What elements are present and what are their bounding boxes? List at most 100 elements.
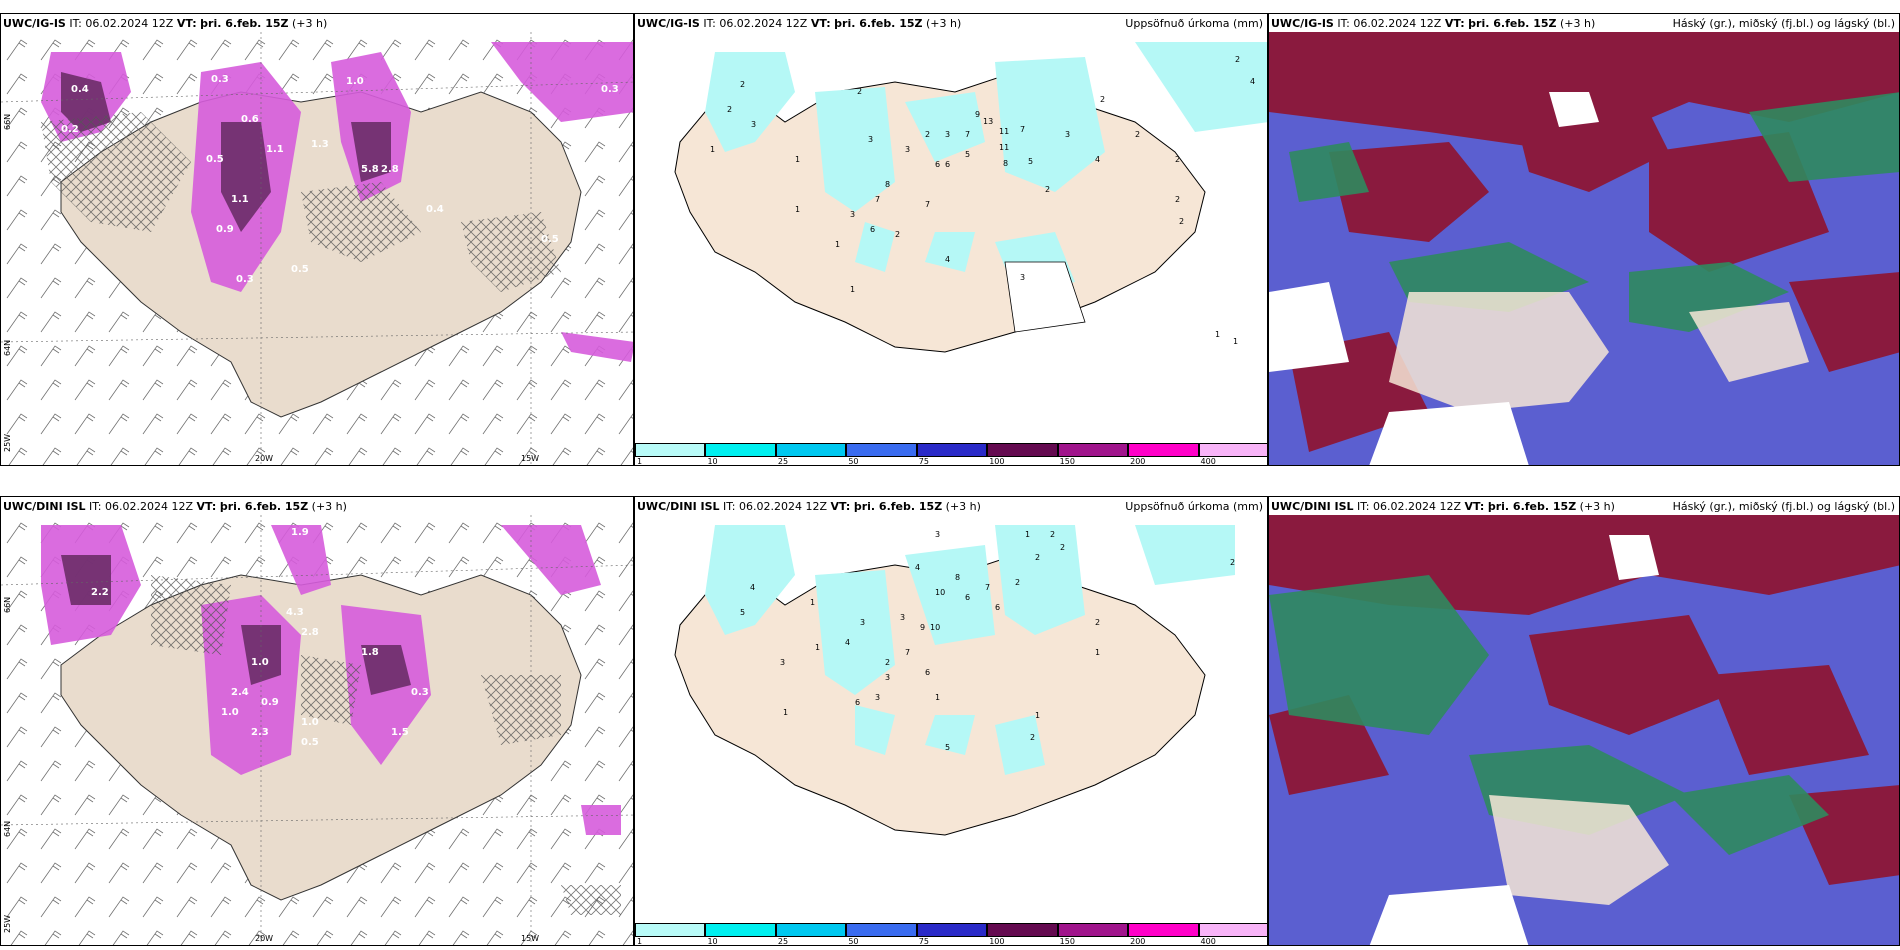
precip-label: 10 [935,588,945,597]
legend-swatch [1128,443,1199,457]
panel-header: UWC/IG-IS IT: 06.02.2024 12Z VT: þri. 6.… [637,17,962,30]
precip-label: 4 [915,563,920,572]
precip-label: 1 [1215,330,1220,339]
legend-label: 50 [848,937,859,946]
precip-label: 7 [905,648,910,657]
precip-label: 4 [750,583,755,592]
precip-label: 1 [850,285,855,294]
legend-label: 50 [848,457,859,466]
precip-label: 1 [783,708,788,717]
snow-label: 2.8 [301,627,319,638]
precip-label: 7 [875,195,880,204]
snow-label: 1.8 [361,647,379,658]
precip-label: 13 [983,117,993,126]
snow-label: 5.8 [361,164,379,175]
precip-label: 2 [925,130,930,139]
precip-label: 3 [945,130,950,139]
lon-label-15w: 15W [521,934,540,943]
legend-swatch [775,923,847,937]
precip-label: 9 [920,623,925,632]
precip-label: 3 [935,530,940,539]
precip-label: 6 [925,668,930,677]
precip-legend: 1 10 25 50 75 100 150 200 400 [635,923,1267,945]
precip-label: 4 [945,255,950,264]
panel-title-right: Háský (gr.), miðský (fj.bl.) og lágský (… [1672,500,1895,513]
legend-label: 10 [707,457,718,466]
snow-label: 2.8 [381,164,399,175]
legend-swatch [1057,923,1129,937]
snow-label: 1.0 [251,657,269,668]
precip-label: 1 [710,145,715,154]
precip-label: 10 [930,623,940,632]
panel-title-right: Háský (gr.), miðský (fj.bl.) og lágský (… [1672,17,1895,30]
snow-label: 0.3 [411,687,429,698]
legend-swatch [775,443,847,457]
panel-precip-bottom: UWC/DINI ISL IT: 06.02.2024 12Z VT: þri.… [634,496,1268,946]
snow-label: 0.2 [61,124,79,135]
lon-label-25w: 25W [3,433,12,452]
lat-label-66n: 66N [3,113,12,130]
legend-label: 400 [1200,937,1216,946]
precip-label: 2 [727,105,732,114]
precip-label: 5 [1028,157,1033,166]
snow-label: 0.6 [241,114,259,125]
precip-map: 3 1 4 2 2 1 4 10 8 6 7 6 9 10 3 2 2 1 4 … [674,525,1235,836]
precip-label: 2 [1235,55,1240,64]
panel-snow-bottom: UWC/DINI ISL IT: 06.02.2024 12Z VT: þri.… [0,496,634,946]
precip-label: 7 [985,583,990,592]
precip-label: 4 [845,638,850,647]
legend-label: 100 [989,937,1005,946]
lon-label-15w: 15W [521,454,540,463]
snow-label: 0.5 [206,154,224,165]
precip-label: 3 [1065,130,1070,139]
precip-label: 2 [1050,530,1055,539]
precip-map: 2 2 3 2 3 1 1 3 2 3 7 9 13 11 7 11 8 5 6… [674,42,1267,353]
precip-label: 2 [1095,618,1100,627]
legend-label: 1 [637,457,643,466]
lon-label-25w: 25W [3,914,12,933]
precip-label: 2 [1015,578,1020,587]
panel-header: UWC/IG-IS IT: 06.02.2024 12Z VT: þri. 6.… [3,17,328,30]
lat-label-64n: 64N [3,820,12,837]
legend-label: 1 [637,937,643,946]
precip-label: 6 [935,160,940,169]
cloud-map [1269,32,1899,465]
legend-swatch [635,443,706,457]
snow-label: 1.0 [301,717,319,728]
precip-label: 3 [900,613,905,622]
panel-snow-top: UWC/IG-IS IT: 06.02.2024 12Z VT: þri. 6.… [0,13,634,466]
legend-swatch [1198,443,1267,457]
precip-label: 3 [1020,273,1025,282]
precip-label: 1 [795,155,800,164]
precip-label: 2 [1030,733,1035,742]
legend-label: 150 [1059,937,1075,946]
snow-wind-map: 0.4 0.3 0.2 0.5 0.6 1.0 1.1 2.8 5.8 1.3 … [1,32,633,465]
snow-wind-map: 0.3 1.9 2.2 4.3 2.8 1.0 2.4 2.3 1.0 0.5 … [1,515,633,945]
legend-label: 150 [1059,457,1075,466]
precip-label: 6 [945,160,950,169]
panel-title-right: Uppsöfnuð úrkoma (mm) [1125,500,1263,513]
precip-label: 1 [795,205,800,214]
snow-label: 0.3 [236,274,254,285]
legend-swatch [1128,923,1199,937]
precip-label: 6 [855,698,860,707]
snow-label: 2.2 [91,587,109,598]
precip-label: 4 [1250,77,1255,86]
snow-label: 1.1 [231,194,249,205]
legend-swatch [987,923,1058,937]
legend-swatch [1057,443,1129,457]
precip-label: 7 [1020,125,1025,134]
precip-label: 2 [1175,195,1180,204]
precip-legend: 1 10 25 50 75 100 150 200 400 [635,443,1267,465]
snow-label: 1.9 [291,527,309,538]
precip-label: 3 [751,120,756,129]
snow-label: 0.5 [541,234,559,245]
precip-label: 5 [965,150,970,159]
cloud-map [1269,515,1899,945]
legend-label: 400 [1200,457,1216,466]
snow-label: 0.3 [221,567,239,578]
precip-label: 3 [885,673,890,682]
precip-label: 5 [740,608,745,617]
panel-header: UWC/DINI ISL IT: 06.02.2024 12Z VT: þri.… [3,500,347,513]
legend-label: 200 [1130,457,1146,466]
